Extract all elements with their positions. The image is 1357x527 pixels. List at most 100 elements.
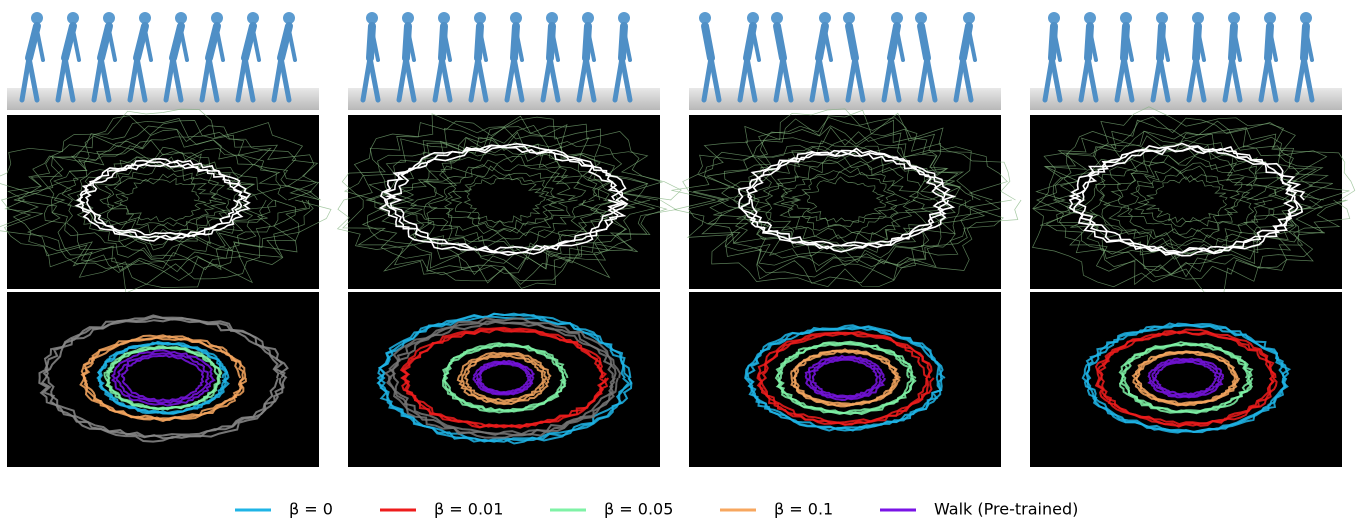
trajectory [1131,350,1241,407]
trajectory [3,115,332,285]
leg [367,55,381,103]
head [1120,12,1132,24]
head [963,12,975,24]
leg [475,55,489,103]
character [360,12,381,103]
leg [708,55,722,103]
trajectory [392,320,615,436]
trajectory [451,173,558,229]
panel [336,12,682,467]
trajectory [99,164,226,234]
leg [780,55,794,103]
trajectory [756,330,935,427]
trajectory [79,334,247,423]
arm [1304,28,1314,62]
character [127,12,153,103]
head [1048,12,1060,24]
head [819,12,831,24]
trajectory [40,315,287,440]
character [432,12,453,103]
head [915,12,927,24]
panel [1030,12,1356,467]
arm [550,28,560,62]
leg [619,55,633,103]
leg [98,55,112,103]
trajectory [13,125,313,273]
character [612,12,633,103]
trajectory [682,109,1012,284]
trajectory [1103,154,1268,246]
arm [287,28,297,62]
character [737,12,761,103]
arm [775,28,785,62]
trajectory [399,326,610,429]
trajectory [1094,328,1278,428]
character [199,12,225,103]
trajectory [1095,149,1277,250]
trajectory [1151,358,1222,397]
head [283,12,295,24]
trajectory [96,340,230,415]
character [1222,12,1243,103]
trajectory [1133,171,1241,228]
character [1186,12,1207,103]
head [1156,12,1168,24]
trajectory [717,136,971,266]
character [1294,12,1315,103]
head [211,12,223,24]
legend-label: β = 0.05 [604,500,673,519]
leg [1049,55,1063,103]
leg [1121,55,1135,103]
arm [1196,28,1206,62]
trajectory [110,349,216,407]
leg [888,55,902,103]
trajectory [1052,129,1323,275]
trajectory [423,156,587,242]
trajectory [1147,357,1225,399]
scatter-panel [689,292,1001,467]
trajectory [42,318,280,438]
character [809,12,833,103]
arm [370,28,380,62]
trajectory [731,139,962,264]
leg [1229,55,1243,103]
arm [919,28,929,62]
legend-label: β = 0.01 [434,500,503,519]
head [1084,12,1096,24]
character [504,12,525,103]
arm [1268,28,1278,62]
arm [1088,28,1098,62]
trajectory-highlight [382,144,627,254]
leg [924,55,938,103]
arm [895,28,905,62]
trajectory-highlight [1068,146,1299,254]
trajectory [384,317,622,439]
trajectory [477,362,530,394]
arm [703,28,713,62]
trajectory [780,167,911,235]
leg [206,55,220,103]
trajectory [47,140,277,259]
trajectory [775,341,915,415]
head [843,12,855,24]
character [699,12,722,103]
trajectory-highlight [740,149,948,250]
trajectory [790,171,898,228]
character [843,12,866,103]
leg [1265,55,1279,103]
trajectory [336,113,682,282]
trajectory-highlight [384,146,623,254]
arm [107,28,117,62]
panels [0,12,1356,467]
legend-label: Walk (Pre-trained) [934,500,1078,519]
trajectory-highlight [84,163,243,236]
trajectory [0,108,321,294]
trajectory [807,356,883,399]
trajectory [804,354,886,402]
arm [71,28,81,62]
trajectory [366,124,651,276]
head [175,12,187,24]
head [67,12,79,24]
trajectory [387,136,620,258]
panel [0,12,332,467]
